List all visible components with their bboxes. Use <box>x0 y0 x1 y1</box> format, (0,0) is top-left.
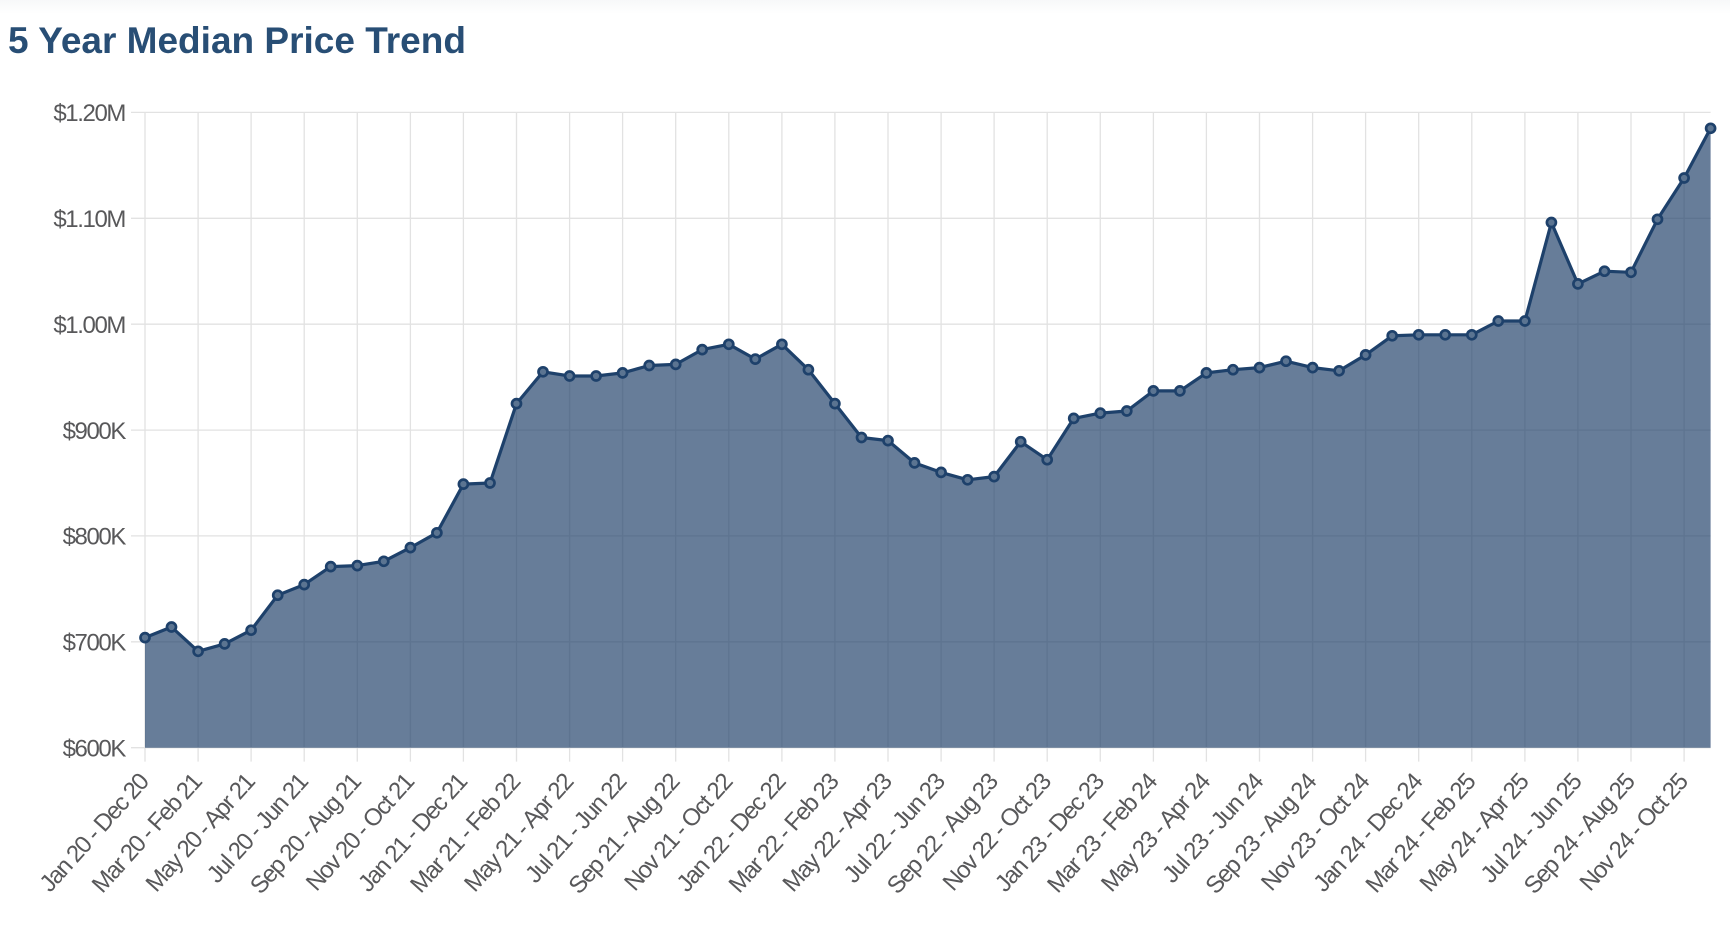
svg-text:$800K: $800K <box>63 524 127 551</box>
svg-text:$1.00M: $1.00M <box>53 312 125 339</box>
svg-text:$900K: $900K <box>63 418 127 445</box>
svg-text:$700K: $700K <box>63 630 127 657</box>
svg-text:5 Year Median Price Trend: 5 Year Median Price Trend <box>8 20 466 61</box>
svg-text:$1.10M: $1.10M <box>53 206 125 233</box>
svg-text:$600K: $600K <box>63 736 127 763</box>
svg-text:$1.20M: $1.20M <box>53 100 125 127</box>
